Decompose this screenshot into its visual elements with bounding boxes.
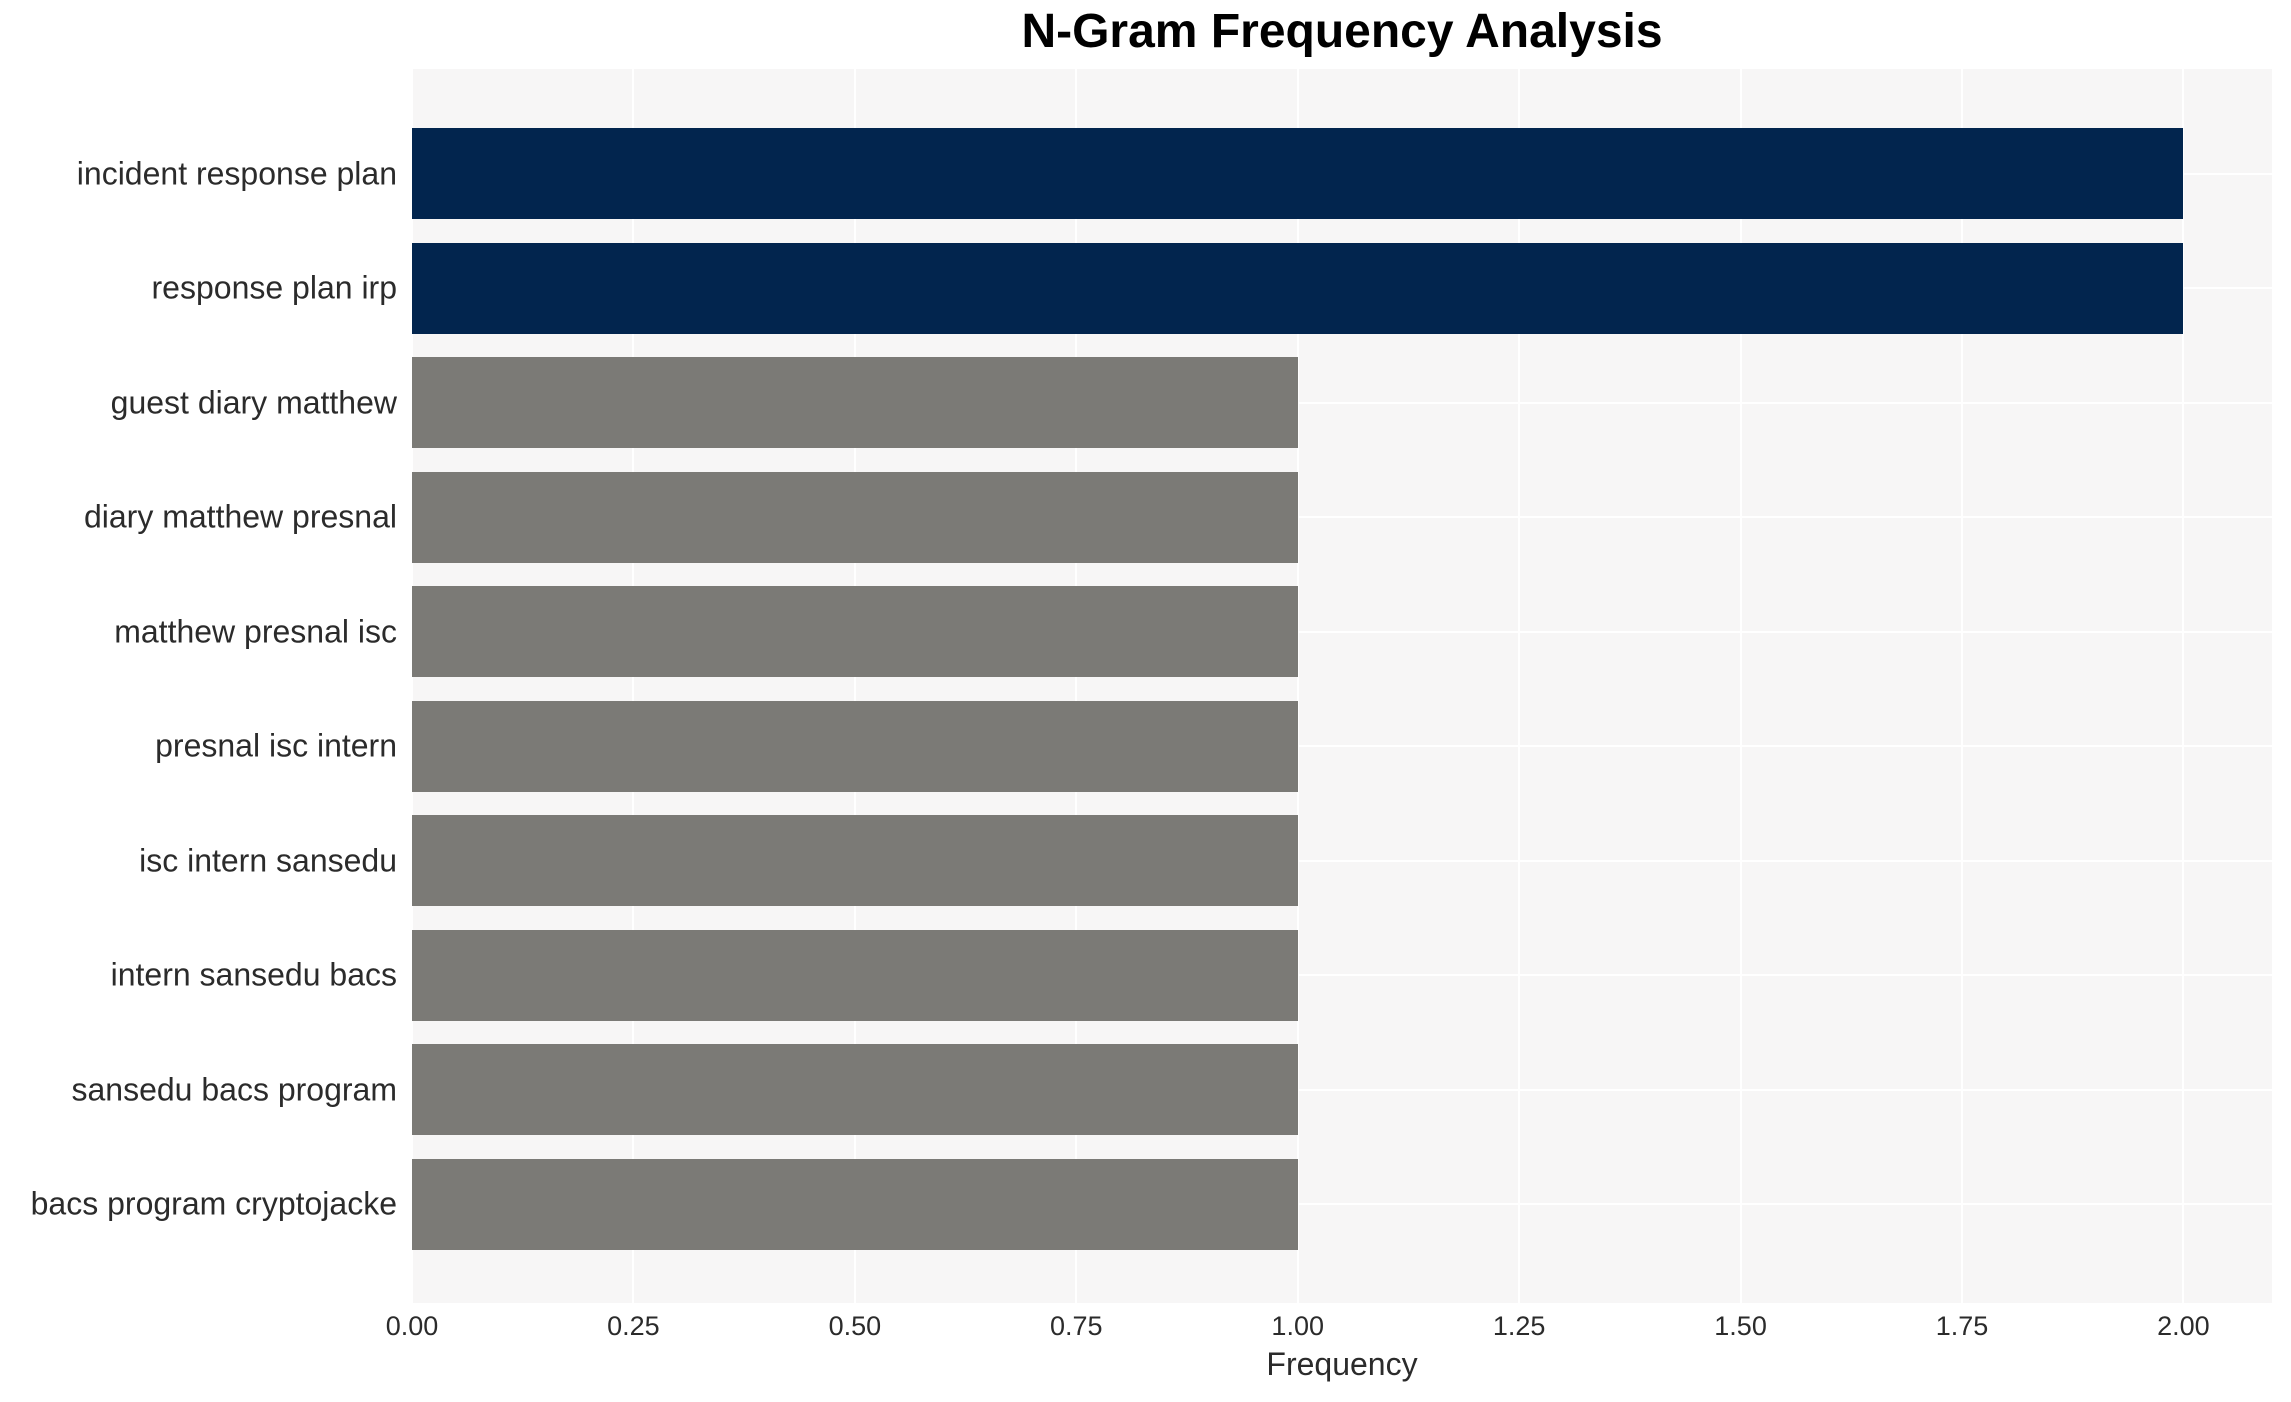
bar [412, 471, 1298, 563]
bar [412, 357, 1298, 448]
y-gridline [412, 859, 2272, 862]
bar [412, 586, 1298, 677]
y-gridline [412, 1088, 2272, 1091]
x-gridline [411, 69, 413, 1303]
y-gridline [412, 1203, 2272, 1205]
bar [412, 1158, 1298, 1250]
y-tick-label: presnal isc intern [155, 727, 397, 764]
y-tick-label: sansedu bacs program [71, 1071, 397, 1107]
x-tick-label: 0.25 [607, 1311, 660, 1341]
bar [412, 929, 1298, 1021]
y-tick-label: matthew presnal isc [114, 613, 397, 649]
x-tick-label: 0.00 [385, 1311, 439, 1341]
bar [412, 700, 1298, 792]
y-gridline [412, 630, 2272, 633]
x-tick-label: 0.75 [1050, 1311, 1103, 1341]
y-gridline [412, 401, 2272, 404]
x-tick-label: 2.00 [2157, 1311, 2210, 1341]
x-tick-label: 1.50 [1714, 1311, 1767, 1341]
y-tick-label: incident response plan [76, 155, 397, 191]
x-tick-label: 0.50 [828, 1311, 882, 1341]
x-tick-label: 1.25 [1492, 1311, 1546, 1341]
x-gridline [632, 69, 635, 1303]
x-axis-title: Frequency [1266, 1346, 1418, 1382]
y-tick-label: isc intern sansedu [139, 842, 397, 878]
y-tick-label: guest diary matthew [110, 384, 397, 420]
x-gridline [1075, 69, 1078, 1303]
x-tick-label: 1.75 [1935, 1311, 1989, 1341]
x-axis-ticks: 0.00 0.25 0.50 0.75 1.00 1.25 1.50 1.75 2.00 [0, 1311, 2291, 1351]
x-gridline [1518, 69, 1521, 1303]
bar [412, 1044, 1298, 1135]
y-gridline [412, 745, 2272, 747]
x-gridline [1961, 69, 1963, 1303]
y-gridline [412, 516, 2272, 518]
chart-title: N-Gram Frequency Analysis [1021, 5, 1663, 58]
y-tick-label: response plan irp [151, 269, 397, 306]
x-gridline [853, 69, 856, 1303]
bar [412, 242, 2184, 334]
plot-area [411, 69, 2272, 1303]
y-tick-label: diary matthew presnal [83, 498, 397, 535]
x-gridline [1296, 69, 1299, 1303]
y-tick-label: bacs program cryptojacke [30, 1185, 397, 1222]
x-tick-label: 1.00 [1271, 1311, 1324, 1341]
y-gridline [412, 974, 2272, 976]
y-axis-labels: incident response plan response plan irp g… [0, 69, 412, 1303]
x-gridline [1739, 69, 1742, 1303]
bar [412, 815, 1298, 906]
y-tick-label: intern sansedu bacs [110, 956, 397, 993]
x-gridline [2182, 69, 2185, 1303]
bar [412, 128, 2184, 219]
